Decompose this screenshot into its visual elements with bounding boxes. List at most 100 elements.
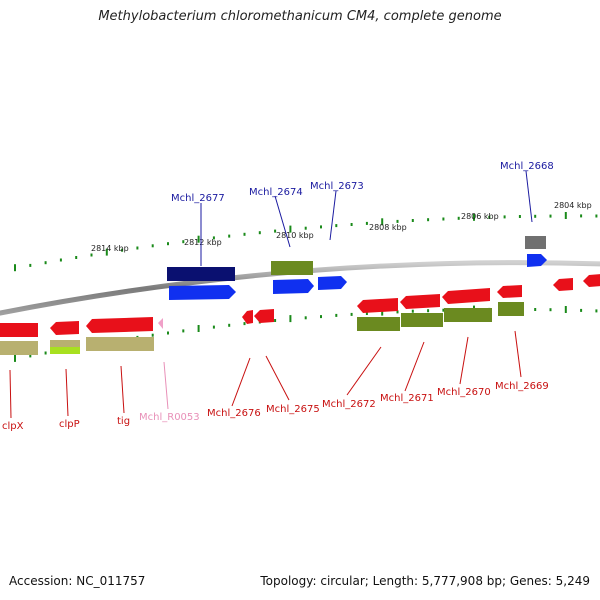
tick-mark — [29, 354, 32, 358]
top-labels: Mchl_2677 Mchl_2674 Mchl_2673 Mchl_2668 — [171, 161, 554, 204]
tick-mark — [473, 213, 475, 221]
top-callouts — [200, 170, 533, 266]
tick-mark — [396, 219, 399, 223]
gene-tig-rev — [86, 337, 154, 351]
kbp-label: 2812 kbp — [184, 238, 222, 247]
tick-mark — [14, 264, 16, 272]
tick-mark — [243, 322, 246, 326]
gene-mchl-2672 — [357, 298, 398, 313]
tick-mark — [320, 225, 322, 229]
tick-mark — [457, 216, 460, 220]
topology-summary-text: Topology: circular; Length: 5,777,908 bp… — [260, 574, 590, 588]
tick-mark — [197, 235, 200, 243]
tick-mark — [549, 308, 552, 312]
gene-mchl-2675 — [254, 309, 274, 323]
gene-label: Mchl_2675 — [266, 404, 320, 415]
tick-mark — [488, 215, 491, 219]
tick-mark — [503, 215, 506, 219]
gene-label: Mchl_2671 — [380, 393, 434, 404]
kbp-label: 2810 kbp — [276, 231, 314, 240]
gene-mchl-2669-rev — [498, 302, 524, 316]
tick-mark — [534, 308, 537, 311]
tick-mark — [350, 223, 353, 226]
forward-strand-genes — [167, 236, 547, 300]
tick-mark — [151, 244, 154, 248]
gene-label: tig — [117, 416, 130, 427]
tick-mark — [243, 232, 246, 236]
tick-mark — [121, 248, 124, 252]
gene-mchl-2672-rev — [357, 317, 400, 331]
tick-mark — [258, 231, 261, 235]
tick-mark — [136, 246, 139, 250]
tick-mark — [595, 214, 598, 218]
gene-mchl-2671-rev — [401, 313, 443, 327]
kbp-label: 2808 kbp — [369, 223, 407, 232]
tick-mark — [381, 218, 384, 226]
tick-mark — [396, 310, 399, 314]
tick-mark — [228, 234, 231, 238]
gene-label: Mchl_2674 — [249, 187, 303, 198]
tick-mark — [580, 308, 583, 312]
gene-clpp-rev2 — [50, 347, 80, 354]
gene-mchl-2671 — [400, 294, 440, 309]
tick-mark — [274, 229, 277, 233]
kbp-label: 2804 kbp — [554, 201, 592, 210]
tick-mark — [549, 214, 552, 218]
gene-mchl-2668-arrow — [527, 254, 547, 267]
tick-mark — [289, 225, 292, 233]
gene-mchl-2677-arrow — [169, 285, 236, 300]
tick-mark — [518, 215, 521, 218]
gene-label: Mchl_2677 — [171, 193, 225, 204]
kbp-label: 2806 kbp — [461, 212, 499, 221]
gene-mchl-2677 — [167, 267, 235, 281]
gene-label: Mchl_2673 — [310, 181, 364, 192]
tick-mark — [304, 316, 307, 320]
tick-mark — [350, 312, 353, 316]
tick-mark — [274, 319, 277, 322]
tick-mark — [212, 236, 215, 240]
tick-mark — [320, 315, 322, 319]
tick-mark — [411, 309, 414, 313]
tick-mark — [411, 219, 414, 222]
tick-mark — [335, 224, 338, 228]
gene-mchl-r0053 — [158, 318, 163, 329]
tick-mark — [151, 333, 154, 337]
tick-mark — [197, 325, 200, 332]
gene-mchl-2676 — [242, 310, 253, 324]
tick-mark — [427, 218, 430, 222]
gene-label: Mchl_R0053 — [139, 412, 200, 423]
tick-mark — [442, 217, 445, 221]
gene-mchl-2674-arrow — [273, 279, 314, 294]
gene-mchl-2670 — [442, 288, 490, 304]
gene-label: Mchl_2676 — [207, 408, 261, 419]
gene-label: Mchl_2670 — [437, 387, 491, 398]
tick-mark — [365, 312, 368, 315]
tick-mark — [167, 331, 169, 335]
tick-mark — [289, 315, 292, 323]
reverse-strand-genes — [0, 274, 600, 355]
gene-red-offscreen-a — [553, 278, 573, 291]
tick-mark — [427, 309, 430, 313]
tick-marks-top — [14, 212, 598, 272]
accession-text: Accession: NC_011757 — [9, 574, 146, 588]
bottom-labels: clpX clpP tig Mchl_R0053 Mchl_2676 Mchl_… — [2, 381, 549, 432]
gene-label: Mchl_2669 — [495, 381, 549, 392]
tick-mark — [59, 258, 62, 262]
tick-mark — [105, 248, 108, 256]
tick-mark — [381, 308, 384, 316]
tick-mark — [90, 253, 93, 257]
gene-mchl-2674 — [271, 261, 313, 275]
genome-title: Methylobacterium chloromethanicum CM4, c… — [98, 9, 502, 24]
gene-clpx-rev — [0, 341, 38, 355]
gene-mchl-2670-rev — [444, 308, 492, 322]
tick-mark — [182, 240, 185, 244]
tick-mark — [564, 212, 567, 219]
tick-mark — [167, 242, 169, 246]
gene-mchl-2673-arrow — [318, 276, 347, 290]
kbp-labels: 2814 kbp 2812 kbp 2810 kbp 2808 kbp 2806… — [91, 201, 592, 253]
tick-mark — [564, 306, 567, 313]
gene-mchl-2668 — [525, 236, 546, 249]
tick-mark — [595, 309, 598, 313]
gene-clpp — [50, 321, 79, 335]
tick-mark — [29, 263, 32, 267]
